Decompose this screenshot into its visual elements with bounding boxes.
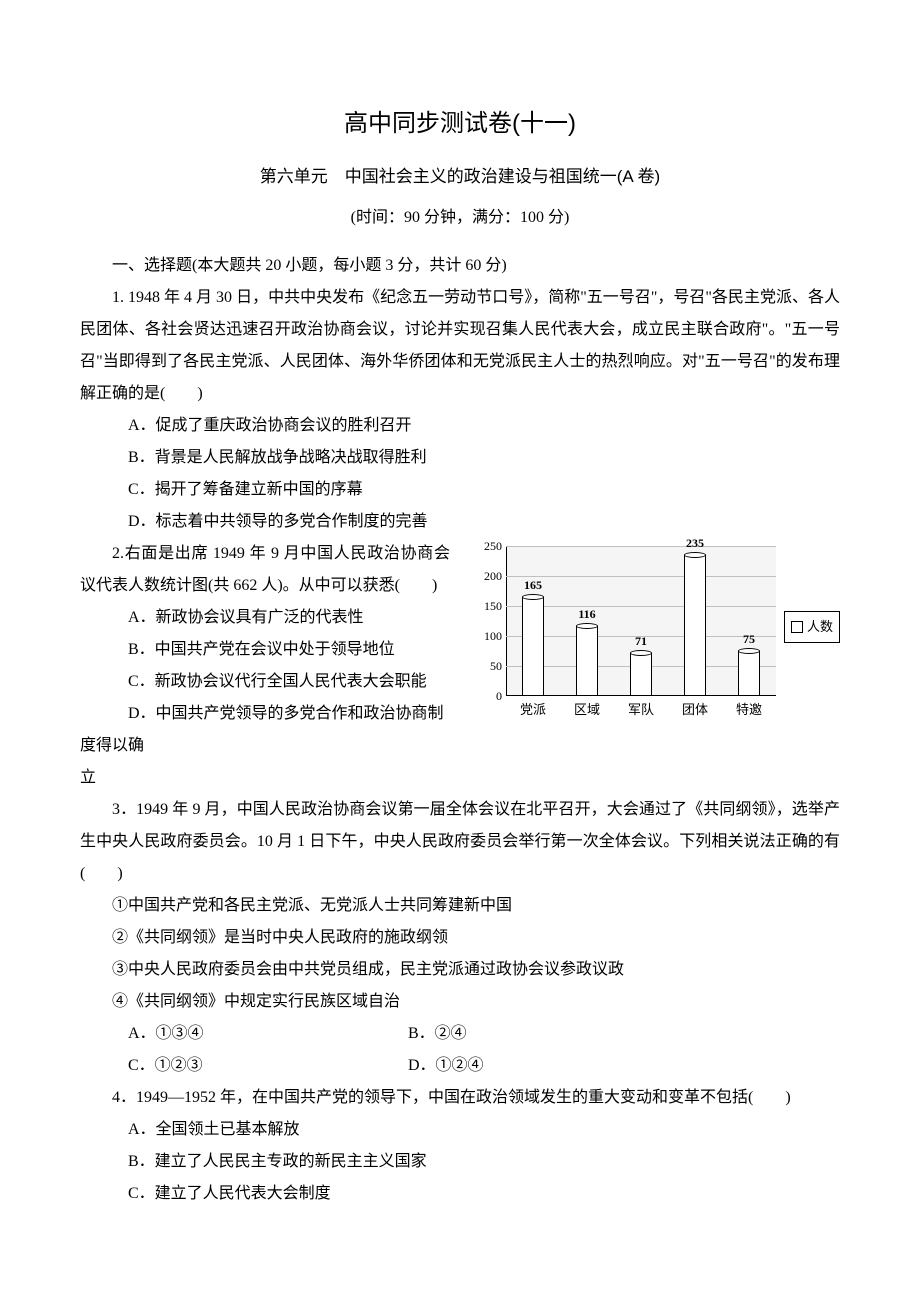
q3-item-4: ④《共同纲领》中规定实行民族区域自治 [80,986,840,1018]
q1-option-c: C．揭开了筹备建立新中国的序幕 [80,474,840,506]
legend-swatch [791,621,803,633]
chart-x-label: 党派 [513,703,553,716]
chart-legend: 人数 [784,611,840,643]
chart-x-label: 团体 [675,703,715,716]
q3-text: 3．1949 年 9 月，中国人民政治协商会议第一届全体会议在北平召开，大会通过… [80,794,840,890]
chart-bar: 165 [522,597,548,696]
q4-option-c: C．建立了人民代表大会制度 [80,1178,840,1210]
q2-option-d: D．中国共产党领导的多党合作和政治协商制度得以确 [80,698,450,762]
q3-option-d: D．①②④ [408,1050,484,1082]
q3-option-c: C．①②③ [128,1050,408,1082]
chart-bar-value: 235 [675,538,715,549]
chart-y-label: 0 [470,690,502,702]
q3-item-1: ①中国共产党和各民主党派、无党派人士共同筹建新中国 [80,890,840,922]
chart-x-label: 特邀 [729,703,769,716]
page-subtitle: 第六单元 中国社会主义的政治建设与祖国统一(A 卷) [80,160,840,194]
chart-x-label: 军队 [621,703,661,716]
chart-y-label: 50 [470,660,502,672]
q4-option-b: B．建立了人民民主专政的新民主主义国家 [80,1146,840,1178]
chart-bar: 235 [684,555,710,696]
q2-option-d-cont: 立 [80,762,840,794]
q2-text: 2.右面是出席 1949 年 9 月中国人民政治协商会议代表人数统计图(共 66… [80,538,450,602]
section-1-header: 一、选择题(本大题共 20 小题，每小题 3 分，共计 60 分) [80,250,840,282]
q3-option-b: B．②④ [408,1018,467,1050]
chart-bar: 71 [630,653,656,696]
chart-gridline [506,576,776,577]
q3-option-a: A．①③④ [128,1018,408,1050]
q1-option-d: D．标志着中共领导的多党合作制度的完善 [80,506,840,538]
chart-bar-value: 75 [729,633,769,645]
chart-y-label: 150 [470,600,502,612]
chart-gridline [506,546,776,547]
chart-y-label: 250 [470,540,502,552]
q2-option-c: C．新政协会议代行全国人民代表大会职能 [80,666,450,698]
bar-chart: 人数 050100150200250165党派116区域71军队235团体75特… [470,546,840,726]
q3-item-2: ②《共同纲领》是当时中央人民政府的施政纲领 [80,922,840,954]
q1-text: 1. 1948 年 4 月 30 日，中共中央发布《纪念五一劳动节口号》，简称"… [80,282,840,410]
chart-bar: 116 [576,626,602,696]
chart-x-label: 区域 [567,703,607,716]
q1-option-b: B．背景是人民解放战争战略决战取得胜利 [80,442,840,474]
q2-block: 2.右面是出席 1949 年 9 月中国人民政治协商会议代表人数统计图(共 66… [80,538,840,762]
q3-item-3: ③中央人民政府委员会由中共党员组成，民主党派通过政协会议参政议政 [80,954,840,986]
q2-option-a: A．新政协会议具有广泛的代表性 [80,602,450,634]
legend-label: 人数 [807,614,833,640]
q2-option-b: B．中国共产党在会议中处于领导地位 [80,634,450,666]
chart-bar-value: 71 [621,635,661,647]
q4-option-a: A．全国领土已基本解放 [80,1114,840,1146]
q1-option-a: A．促成了重庆政治协商会议的胜利召开 [80,410,840,442]
time-info: (时间：90 分钟，满分：100 分) [80,202,840,234]
chart-y-label: 200 [470,570,502,582]
chart-y-label: 100 [470,630,502,642]
page-title: 高中同步测试卷(十一) [80,100,840,148]
chart-bar-value: 165 [513,579,553,591]
chart-bar-value: 116 [567,608,607,620]
q4-text: 4．1949—1952 年，在中国共产党的领导下，中国在政治领域发生的重大变动和… [80,1082,840,1114]
chart-bar: 75 [738,651,764,696]
